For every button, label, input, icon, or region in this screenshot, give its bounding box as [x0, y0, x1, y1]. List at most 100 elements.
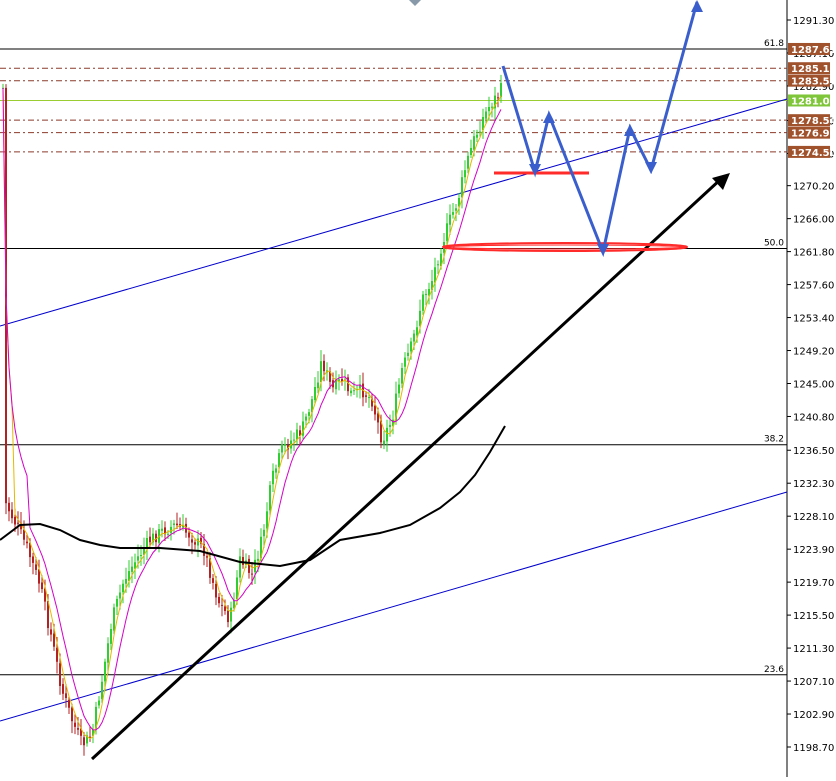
candle-body: [413, 333, 415, 342]
price-axis-label: 1261.80: [793, 248, 834, 259]
candle-body: [338, 379, 340, 381]
price-tag-label: 1285.16: [791, 64, 836, 75]
fib-label: 50.0: [764, 238, 784, 248]
candle-body: [377, 413, 379, 423]
channel-upper-line: [0, 98, 788, 327]
candle-body: [497, 97, 499, 99]
candle-body: [77, 728, 79, 730]
candle-body: [434, 267, 436, 283]
price-tag: [788, 145, 830, 158]
candle-body: [461, 177, 463, 198]
price-axis-label: 1223.90: [793, 545, 834, 556]
candle-body: [161, 528, 163, 531]
candle-body: [218, 596, 220, 604]
candle-body: [125, 578, 127, 584]
candle-body: [452, 212, 454, 215]
candle-body: [176, 523, 178, 526]
candle-body: [11, 509, 13, 519]
candle-body: [422, 294, 424, 311]
candle-body: [482, 116, 484, 131]
candle-body: [122, 583, 124, 593]
candle-body: [278, 453, 280, 467]
candle-body: [71, 707, 73, 722]
candle-body: [116, 598, 118, 607]
candle-body: [191, 539, 193, 543]
candle-body: [143, 548, 145, 555]
candle-body: [386, 427, 388, 442]
price-tag-label: 1278.54: [791, 116, 836, 127]
candle-body: [98, 700, 100, 706]
projected-path-arrowhead: [543, 111, 555, 123]
candle-body: [200, 537, 202, 544]
candle-body: [149, 536, 151, 543]
price-tag-label: 1274.50: [791, 148, 836, 159]
projected-path-arrowhead: [597, 244, 609, 256]
candle-body: [272, 470, 274, 485]
price-axis-label: 1282.90: [793, 82, 834, 93]
candle-body: [269, 485, 271, 511]
candle-body: [302, 421, 304, 436]
candle-body: [170, 526, 172, 533]
ma-medium-line: [2, 87, 502, 731]
candle-body: [8, 502, 10, 512]
candle-body: [194, 542, 196, 545]
candle-body: [140, 554, 142, 556]
candle-body: [254, 559, 256, 573]
projected-path-arrowhead: [645, 162, 657, 174]
candle-body: [281, 444, 283, 453]
price-axis-label: 1257.60: [793, 281, 834, 292]
candle-body: [398, 384, 400, 394]
candle-body: [167, 533, 169, 535]
candle-body: [173, 523, 175, 525]
candle-body: [134, 562, 136, 569]
candle-body: [308, 412, 310, 416]
candle-body: [350, 390, 352, 394]
ma-slow-line: [0, 425, 506, 568]
candle-body: [92, 729, 94, 736]
candle-body: [107, 643, 109, 663]
candle-body: [353, 390, 355, 392]
candle-body: [74, 722, 76, 727]
candle-body: [224, 606, 226, 611]
candle-body: [188, 532, 190, 538]
candle-body: [62, 684, 64, 694]
candle-body: [410, 341, 412, 352]
candle-body: [155, 533, 157, 543]
price-axis-label: 1232.30: [793, 479, 834, 490]
candle-body: [455, 208, 457, 211]
candle-body: [317, 382, 319, 389]
candle-body: [215, 583, 217, 598]
candle-body: [44, 588, 46, 602]
candle-body: [83, 737, 85, 746]
candle-body: [365, 395, 367, 397]
price-tag: [788, 114, 830, 127]
candle-body: [236, 577, 238, 600]
candle-body: [68, 699, 70, 708]
price-axis-label: 1291.30: [793, 16, 834, 27]
candle-body: [251, 573, 253, 575]
price-tag-label: 1287.61: [791, 45, 836, 56]
candle-body: [257, 558, 259, 561]
candle-body: [119, 592, 121, 599]
candle-body: [206, 556, 208, 558]
candle-body: [359, 384, 361, 390]
fib-label: 23.6: [764, 665, 784, 675]
candle-body: [428, 288, 430, 296]
candle-body: [371, 398, 373, 407]
candle-body: [197, 538, 199, 546]
candle-body: [86, 735, 88, 744]
candle-body: [50, 629, 52, 635]
candle-body: [260, 536, 262, 559]
price-axis-label: 1266.00: [793, 215, 834, 226]
candle-body: [341, 378, 343, 382]
price-axis-label: 1245.00: [793, 380, 834, 391]
candle-body: [320, 361, 322, 383]
price-tag: [788, 42, 830, 55]
price-axis-label: 1211.30: [793, 644, 834, 655]
price-axis-label: 1236.50: [793, 446, 834, 457]
candle-body: [227, 610, 229, 623]
candle-body: [293, 439, 295, 441]
candle-body: [431, 281, 433, 290]
candle-body: [233, 600, 235, 609]
